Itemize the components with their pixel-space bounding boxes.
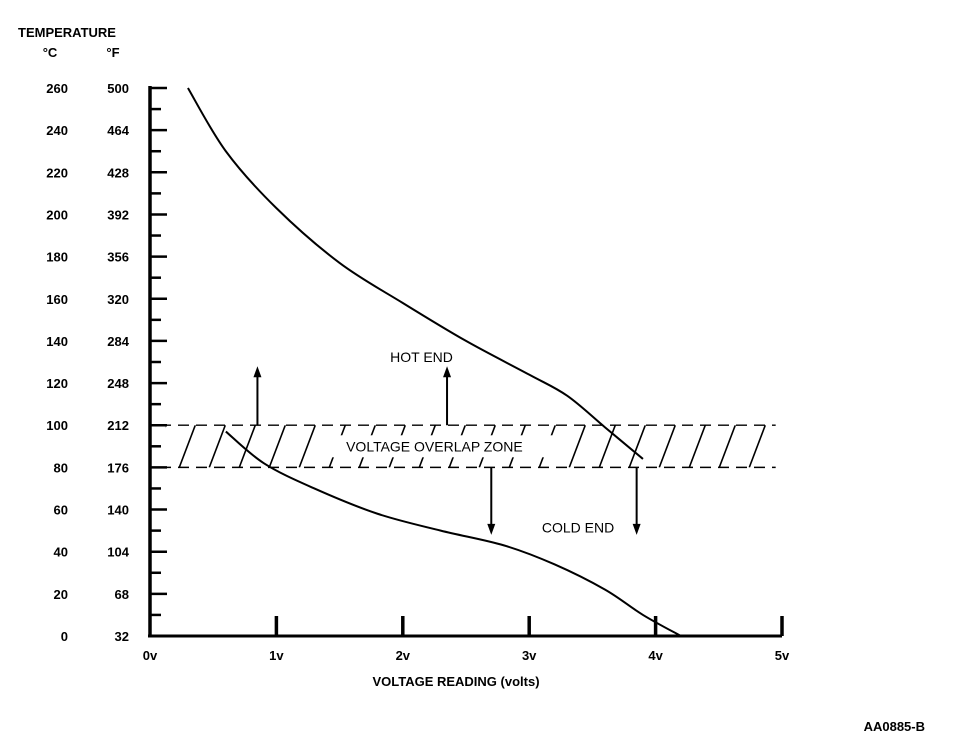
x-axis-title: VOLTAGE READING (volts)	[372, 674, 539, 689]
y-tick-label-c: 160	[46, 292, 68, 307]
curves	[187, 87, 682, 637]
zone-hatch-line	[238, 425, 257, 468]
tick-labels: 0 32 20 68 40 104 60 140 80 176 100 212 120 248 140 284…	[46, 81, 790, 663]
y-tick-label-c: 180	[46, 250, 68, 265]
y-tick-label-c: 100	[46, 418, 68, 433]
zone-hatch-line	[779, 425, 795, 467]
zone-hatch-line	[718, 425, 737, 468]
arrow-up-head	[443, 366, 452, 378]
y-tick-label-f: 356	[107, 250, 129, 265]
fahrenheit-unit-label: °F	[106, 45, 119, 60]
y-tick-label-c: 40	[54, 545, 68, 560]
hot-end-curve	[187, 87, 644, 460]
cold-end-label: COLD END	[542, 520, 614, 536]
axes	[148, 86, 784, 638]
y-tick-label-c: 0	[61, 629, 68, 644]
x-tick-label: 3v	[522, 648, 537, 663]
y-tick-label-f: 104	[107, 545, 129, 560]
y-tick-label-f: 68	[115, 587, 129, 602]
zone-hatch-line	[208, 425, 227, 468]
x-tick-label: 1v	[269, 648, 284, 663]
x-tick-label: 0v	[143, 648, 158, 663]
x-tick-label: 4v	[648, 648, 663, 663]
y-tick-label-c: 120	[46, 376, 68, 391]
zone-hatch-line	[178, 425, 197, 468]
zone-label: VOLTAGE OVERLAP ZONE	[346, 438, 523, 454]
zone-hatch-line	[568, 425, 587, 468]
celsius-unit-label: °C	[43, 45, 58, 60]
y-tick-label-c: 20	[54, 587, 68, 602]
y-tick-label-c: 240	[46, 123, 68, 138]
zone-hatch-line	[628, 425, 647, 468]
zone-hatch-line	[688, 425, 707, 468]
y-tick-label-f: 176	[107, 460, 129, 475]
y-tick-label-f: 212	[107, 418, 129, 433]
arrows	[253, 366, 641, 535]
y-tick-label-c: 80	[54, 460, 68, 475]
y-tick-label-c: 60	[54, 503, 68, 518]
x-tick-label: 5v	[775, 648, 790, 663]
figure-id: AA0885-B	[864, 719, 925, 734]
y-tick-label-c: 200	[46, 207, 68, 222]
y-tick-label-f: 140	[107, 503, 129, 518]
zone-hatch-line	[268, 425, 287, 468]
y-tick-label-f: 320	[107, 292, 129, 307]
x-tick-label: 2v	[396, 648, 411, 663]
zone-hatch-line	[748, 425, 767, 468]
arrow-down-head	[632, 523, 641, 535]
cold-end-curve	[225, 430, 682, 637]
y-axis-header: TEMPERATURE	[18, 25, 116, 40]
y-tick-label-f: 284	[107, 334, 129, 349]
zone-label-background	[316, 435, 553, 458]
arrow-up-head	[253, 366, 262, 378]
zone-hatch-line	[658, 425, 677, 468]
y-tick-label-f: 500	[107, 81, 129, 96]
hot-end-label: HOT END	[390, 349, 453, 365]
arrow-down-head	[487, 523, 496, 535]
overlap-zone: VOLTAGE OVERLAP ZONE	[160, 424, 795, 469]
y-tick-label-c: 260	[46, 81, 68, 96]
y-tick-label-f: 464	[107, 123, 129, 138]
y-tick-label-f: 32	[115, 629, 129, 644]
zone-hatch-line	[298, 425, 317, 468]
y-tick-label-c: 220	[46, 165, 68, 180]
y-tick-label-f: 392	[107, 207, 129, 222]
y-tick-label-c: 140	[46, 334, 68, 349]
y-tick-label-f: 248	[107, 376, 129, 391]
y-tick-label-f: 428	[107, 165, 129, 180]
zone-hatch-line	[598, 425, 617, 468]
